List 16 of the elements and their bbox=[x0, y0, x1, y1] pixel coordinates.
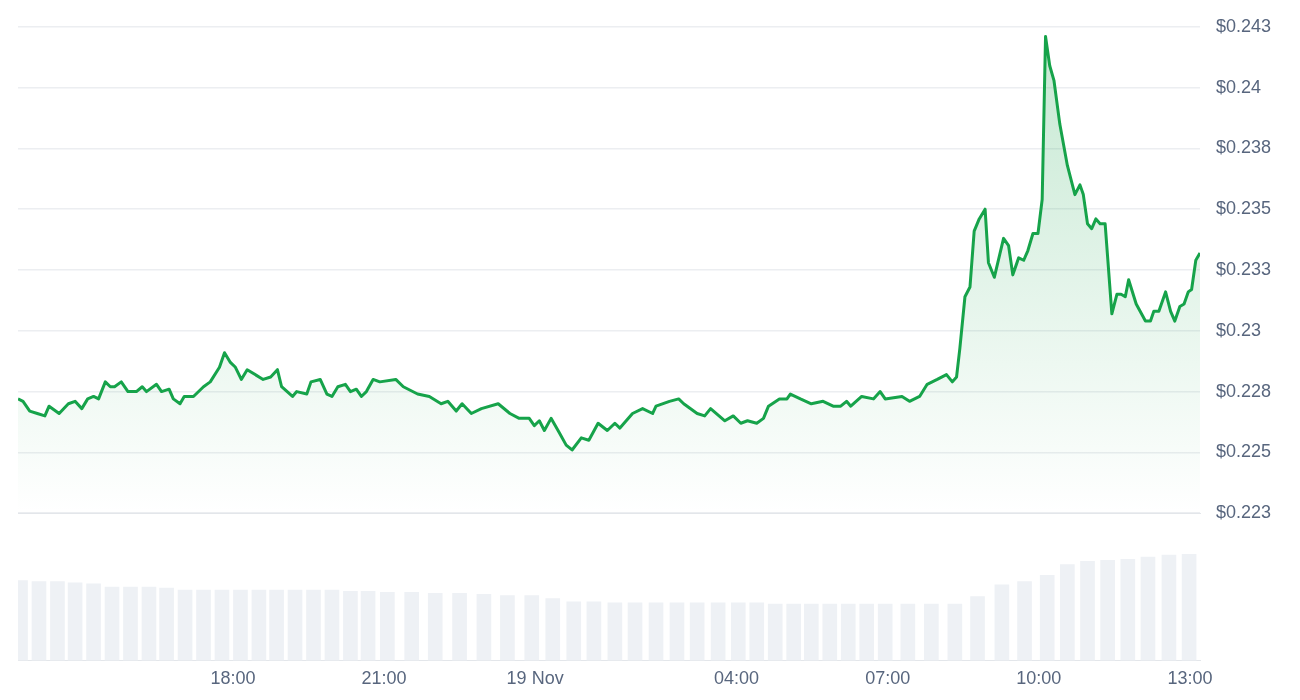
y-tick-label: $0.223 bbox=[1216, 502, 1272, 523]
y-tick-label: $0.238 bbox=[1216, 137, 1272, 158]
x-tick-label: 19 Nov bbox=[506, 668, 564, 689]
y-tick-label: $0.24 bbox=[1216, 76, 1262, 97]
y-tick-label: $0.233 bbox=[1216, 258, 1272, 279]
x-tick-label: 04:00 bbox=[714, 668, 760, 689]
x-tick-label: 07:00 bbox=[865, 668, 911, 689]
x-tick-label: 10:00 bbox=[1016, 668, 1062, 689]
y-tick-label: $0.225 bbox=[1216, 441, 1272, 462]
x-tick-label: 21:00 bbox=[361, 668, 407, 689]
x-tick-label: 13:00 bbox=[1167, 668, 1213, 689]
y-tick-label: $0.235 bbox=[1216, 198, 1272, 219]
y-tick-label: $0.228 bbox=[1216, 380, 1272, 401]
x-tick-label: 18:00 bbox=[210, 668, 256, 689]
y-tick-label: $0.243 bbox=[1216, 15, 1272, 36]
y-tick-label: $0.23 bbox=[1216, 319, 1262, 340]
